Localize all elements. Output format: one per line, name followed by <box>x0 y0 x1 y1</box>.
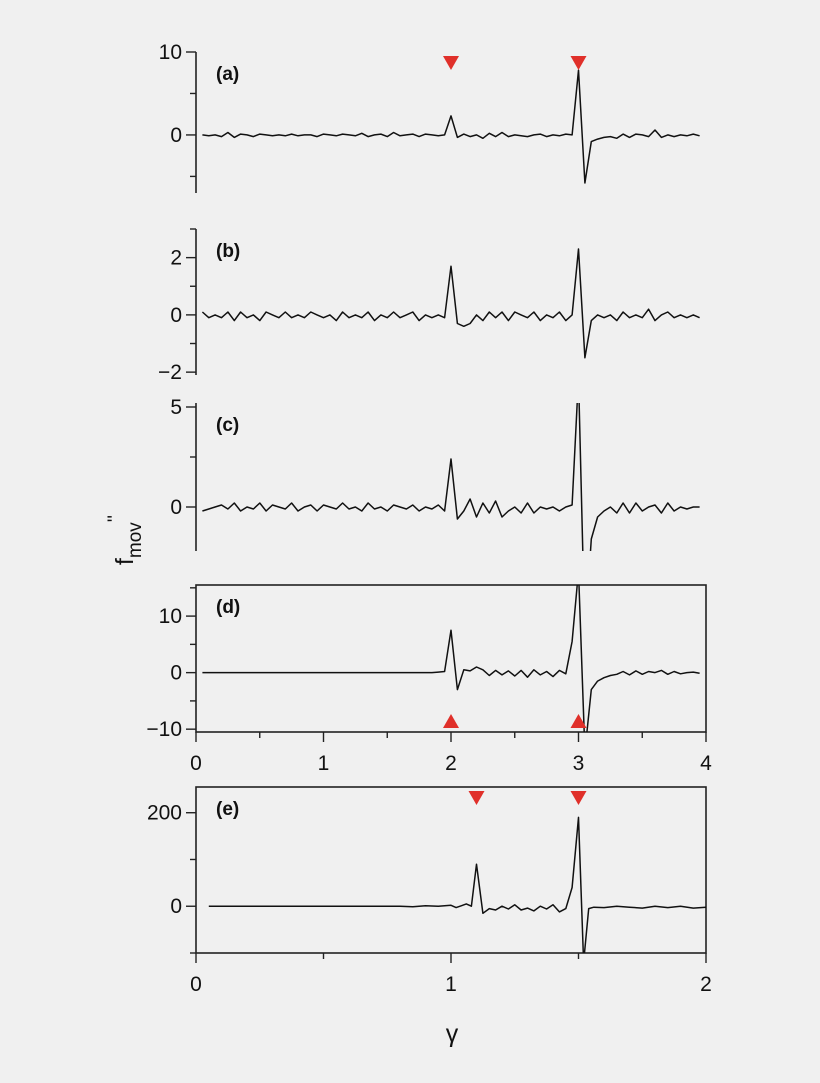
x-tick-label: 1 <box>318 752 330 775</box>
panel-d: −10 0 10 0 1 2 3 4 (d) <box>146 584 712 775</box>
x-tick-label: 1 <box>445 973 457 996</box>
panel-label: (a) <box>216 64 239 85</box>
y-tick-label: 2 <box>170 247 182 270</box>
series-line <box>202 403 700 551</box>
y-tick-label: 0 <box>170 124 182 147</box>
panel-a: 0 10 (a) <box>159 41 700 193</box>
y-tick-label: 200 <box>147 802 182 825</box>
resonance-marker <box>443 56 459 70</box>
x-tick-label: 0 <box>190 973 202 996</box>
resonance-marker <box>443 714 459 728</box>
panel-label: (c) <box>216 415 239 436</box>
y-axis-title-sub: mov <box>125 522 146 558</box>
y-axis-title-main: f <box>111 558 139 565</box>
y-tick-label: 0 <box>170 895 182 918</box>
x-tick-label: 3 <box>573 752 585 775</box>
x-tick-label: 2 <box>700 973 712 996</box>
x-tick-label: 0 <box>190 752 202 775</box>
panel-b: −2 0 2 (b) <box>158 228 700 384</box>
y-tick-label: 5 <box>170 396 182 419</box>
resonance-marker <box>570 791 587 805</box>
resonance-marker <box>468 791 485 805</box>
panel-label: (d) <box>216 597 240 618</box>
y-tick-label: −2 <box>158 361 182 384</box>
y-axis-title: fmov'' <box>105 515 146 565</box>
panels: 0 10 (a) −2 0 2 (b) 0 5 (c) −10 0 10 0 1 2 3 4 (d) 0 200 0 1 2 (… <box>146 41 712 996</box>
series-line <box>208 816 706 953</box>
series-line <box>202 69 700 184</box>
x-tick-label: 2 <box>445 752 457 775</box>
y-tick-label: −10 <box>146 718 182 741</box>
resonance-marker <box>570 714 587 728</box>
panel-e: 0 200 0 1 2 (e) <box>147 786 712 996</box>
panel-label: (e) <box>216 799 239 820</box>
series-line <box>201 248 700 359</box>
y-axis-title-sup: '' <box>105 515 126 522</box>
panel-label: (b) <box>216 241 240 262</box>
series-line <box>202 585 700 732</box>
x-axis-title: γ <box>446 1020 459 1048</box>
y-tick-label: 0 <box>170 496 182 519</box>
y-tick-label: 10 <box>159 41 182 64</box>
y-tick-label: 0 <box>170 662 182 685</box>
panel-c: 0 5 (c) <box>170 396 700 551</box>
y-tick-label: 10 <box>159 605 182 628</box>
x-tick-label: 4 <box>700 752 712 775</box>
y-tick-label: 0 <box>170 304 182 327</box>
resonance-marker <box>570 56 587 70</box>
